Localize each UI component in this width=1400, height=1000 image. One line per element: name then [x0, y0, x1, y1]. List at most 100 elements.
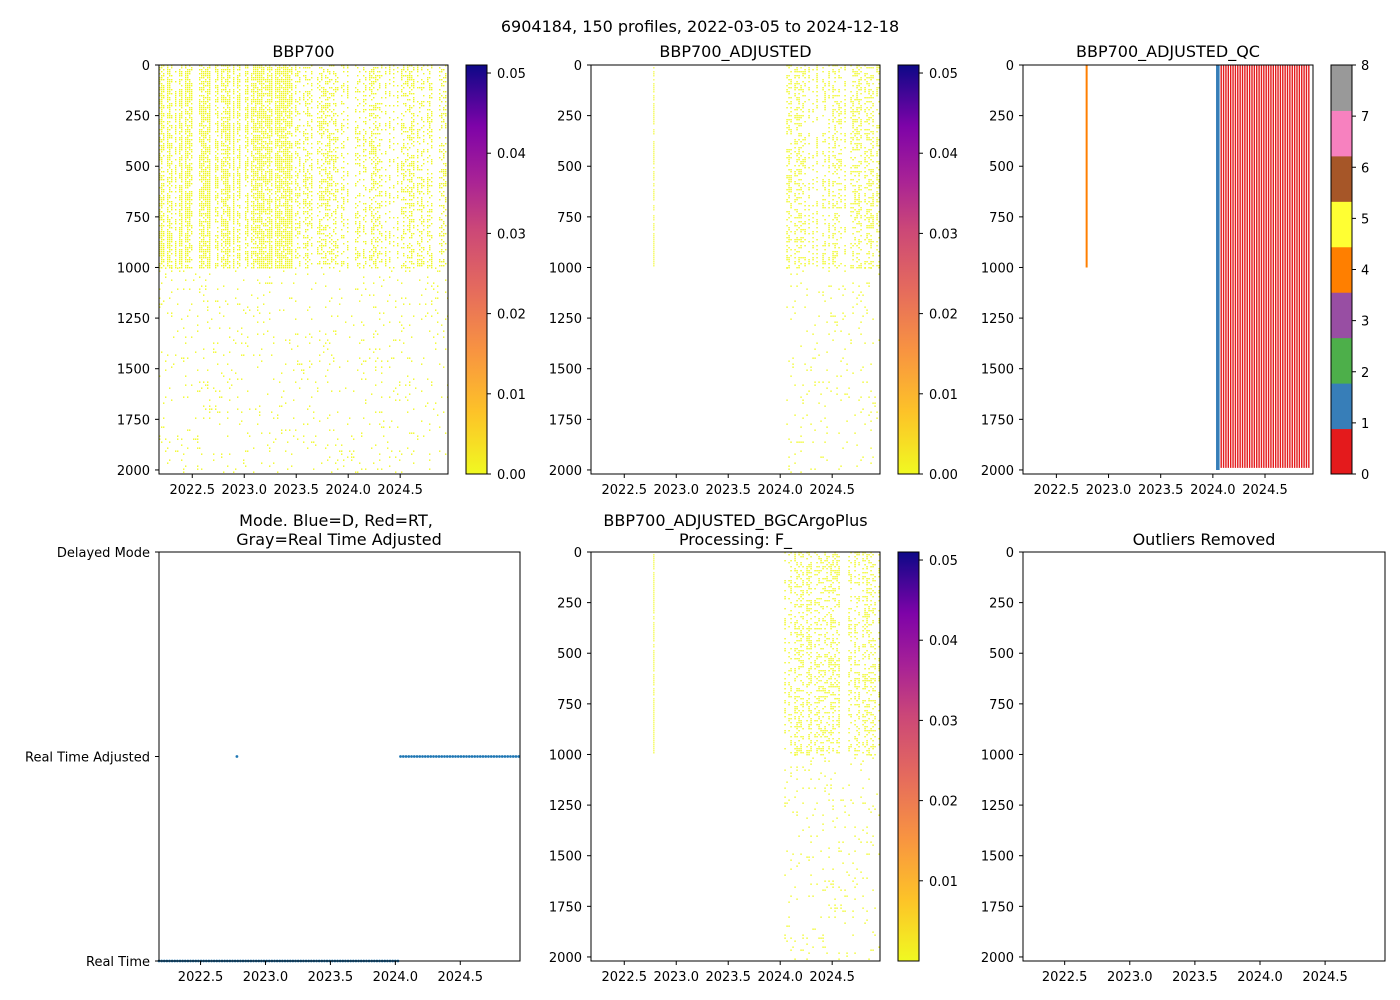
cell [181, 97, 183, 99]
cell [321, 257, 323, 259]
cell [229, 95, 231, 97]
cell [357, 83, 359, 85]
cell [303, 133, 305, 135]
cell [253, 129, 255, 131]
cell [217, 161, 219, 163]
cell [307, 111, 309, 113]
cell [251, 217, 253, 219]
cell [281, 257, 283, 259]
cell [327, 131, 329, 133]
cell [199, 141, 201, 143]
cell [203, 213, 205, 215]
cell [181, 171, 183, 173]
cell [331, 93, 333, 95]
cell [221, 99, 223, 101]
cell [229, 175, 231, 177]
cell [215, 211, 217, 213]
cell [175, 251, 177, 253]
cell [269, 117, 271, 119]
cell [221, 101, 223, 103]
cell [279, 121, 281, 123]
cell [279, 247, 281, 249]
cell [335, 241, 337, 243]
cell [269, 263, 271, 265]
cell [203, 161, 205, 163]
cell [181, 173, 183, 175]
cell [225, 251, 227, 253]
cell [267, 125, 269, 127]
cell [185, 199, 187, 201]
cell [335, 199, 337, 201]
cell [233, 197, 235, 199]
cell [289, 87, 291, 89]
cell [169, 121, 171, 123]
cell [275, 97, 277, 99]
cell [331, 157, 333, 159]
cell [199, 165, 201, 167]
figure-suptitle: 6904184, 150 profiles, 2022-03-05 to 202… [501, 17, 899, 36]
cell [163, 97, 165, 99]
cell [299, 207, 301, 209]
cell [159, 215, 161, 217]
cell [259, 265, 261, 267]
cell [279, 109, 281, 111]
cell [189, 267, 191, 269]
cell [181, 243, 183, 245]
cell [277, 151, 279, 153]
cell [209, 131, 211, 133]
cell [291, 85, 293, 87]
cell [167, 135, 169, 137]
cell [279, 103, 281, 105]
cell [181, 71, 183, 73]
cell [187, 259, 189, 261]
cell [317, 153, 319, 155]
cell [271, 87, 273, 89]
cell [371, 177, 373, 179]
cell [297, 127, 299, 129]
cell [245, 177, 247, 179]
cell [285, 223, 287, 225]
cell [323, 261, 325, 263]
cell [311, 137, 313, 139]
cell [253, 215, 255, 217]
cell [307, 255, 309, 257]
cell [253, 159, 255, 161]
cell [289, 171, 291, 173]
cell [271, 233, 273, 235]
cell [227, 91, 229, 93]
cell [297, 101, 299, 103]
cell [207, 133, 209, 135]
cell [277, 177, 279, 179]
cell [299, 99, 301, 101]
cell [307, 109, 309, 111]
cell [267, 143, 269, 145]
cell [229, 115, 231, 117]
cell [363, 155, 365, 157]
cell [255, 237, 257, 239]
cell [233, 207, 235, 209]
cell [287, 167, 289, 169]
cell [261, 169, 263, 171]
cell [285, 149, 287, 151]
cell [267, 123, 269, 125]
cell [189, 183, 191, 185]
cell [267, 233, 269, 235]
cell [217, 221, 219, 223]
cell [291, 73, 293, 75]
cell [207, 179, 209, 181]
cell [227, 153, 229, 155]
cell [251, 77, 253, 79]
cell [329, 93, 331, 95]
cell [169, 187, 171, 189]
cell [169, 109, 171, 111]
cell [203, 111, 205, 113]
cell [167, 245, 169, 247]
cell [209, 65, 211, 67]
cell [203, 103, 205, 105]
cell [359, 221, 361, 223]
cell [327, 251, 329, 253]
cell [237, 81, 239, 83]
cell [185, 261, 187, 263]
cell [237, 257, 239, 259]
cell [199, 179, 201, 181]
